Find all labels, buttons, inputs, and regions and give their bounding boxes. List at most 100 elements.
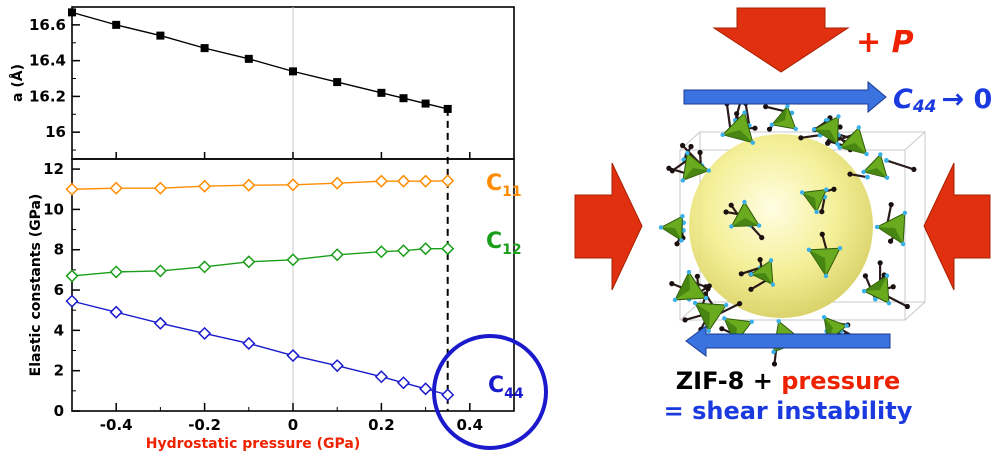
zn-tetrahedron-face (824, 317, 833, 342)
zn-tetrahedron-face (682, 168, 709, 181)
series-point-c44 (65, 294, 79, 308)
nitrogen-atom (672, 297, 678, 303)
nitrogen-atom (685, 150, 690, 156)
nitrogen-atom (824, 187, 829, 192)
bottom-y-tick-label: 6 (54, 281, 64, 299)
nitrogen-atom (884, 273, 890, 278)
nitrogen-atom (742, 110, 747, 115)
lattice-point (377, 88, 386, 97)
bottom-x-tick-label: -0.4 (100, 416, 133, 434)
carbon-atom (697, 149, 703, 156)
zn-tetrahedron-face (722, 130, 753, 143)
nitrogen-atom (770, 282, 776, 287)
pressure-arrow-top (712, 7, 850, 73)
carbon-atom (798, 135, 804, 141)
nitrogen-atom (844, 323, 850, 328)
nitrogen-atom (861, 169, 866, 175)
linker-bond (886, 159, 915, 171)
pore-sphere (689, 134, 873, 318)
series-point-c12 (65, 269, 79, 283)
nitrogen-atom (811, 127, 817, 132)
linker-bond (800, 134, 821, 139)
nitrogen-atom (771, 349, 776, 355)
series-point-c12 (374, 245, 388, 259)
linker-bond (821, 233, 828, 251)
nitrogen-atom (900, 241, 906, 247)
series-point-c44 (419, 382, 433, 396)
series-point-c11 (330, 176, 344, 190)
nitrogen-atom (883, 158, 889, 163)
lattice-point (200, 44, 209, 53)
series-point-c11 (198, 179, 212, 193)
series-point-c11 (419, 174, 433, 188)
pressure-arrow-right (923, 162, 991, 291)
series-point-c12 (242, 255, 256, 269)
nitrogen-atom (814, 209, 819, 215)
series-point-c11 (109, 181, 123, 195)
lattice-point (421, 99, 430, 108)
nitrogen-atom (799, 190, 805, 195)
zn-tetrahedron-face (731, 218, 760, 227)
series-line-c12 (71, 248, 448, 277)
elastic-constant-series (65, 174, 455, 402)
bottom-x-tick-label: 0.2 (368, 416, 395, 434)
carbon-atom (679, 142, 686, 149)
series-point-c11 (374, 174, 388, 188)
carbon-atom (766, 126, 773, 132)
carbon-atom (911, 166, 917, 172)
series-point-c11 (153, 181, 167, 195)
nitrogen-atom (756, 223, 762, 228)
carbon-atom (825, 140, 831, 146)
series-point-c44 (330, 359, 344, 373)
bottom-y-tick-label: 12 (43, 160, 64, 178)
bottom-y-tick-label: 4 (54, 321, 64, 339)
nitrogen-atom (722, 316, 727, 321)
zn-tetrahedron-face (802, 192, 817, 212)
nitrogen-atom (806, 247, 812, 253)
bottom-y-tick-label: 10 (43, 200, 64, 218)
carbon-atom (862, 273, 869, 279)
nitrogen-atom (769, 122, 775, 128)
zn-tetrahedron-face (877, 226, 904, 245)
series-label-c12: C12 (486, 229, 522, 258)
carbon-atom (748, 286, 754, 292)
shear-label: C44 → 0 (893, 84, 992, 117)
nitrogen-atom (658, 225, 664, 230)
carbon-atom (723, 209, 729, 215)
series-point-c44 (374, 370, 388, 384)
nitrogen-atom (703, 295, 709, 301)
series-labels: C11 C12 C44 (486, 171, 524, 402)
series-point-c44 (153, 316, 167, 330)
series-point-c12 (441, 242, 455, 256)
nitrogen-atom (706, 328, 711, 334)
top-axis-ticks: 16.6 16.4 16.2 16 (29, 16, 471, 159)
bottom-y-axis-label: Elastic constants (GPa) (28, 194, 44, 377)
carbon-atom (669, 168, 675, 174)
carbon-atom (888, 201, 894, 208)
nitrogen-atom (749, 319, 754, 325)
series-point-c11 (441, 174, 455, 188)
linker-bond (725, 103, 732, 131)
nitrogen-atom (748, 271, 754, 277)
nitrogen-atom (835, 141, 840, 147)
nitrogen-atom (776, 318, 781, 324)
lattice-point (156, 31, 165, 40)
nitrogen-atom (692, 300, 698, 306)
pressure-arrow-left (574, 162, 643, 291)
series-line-c11 (71, 180, 448, 190)
carbon-atom (831, 186, 837, 192)
zn-tetrahedron (730, 201, 760, 227)
caption-line-1: ZIF-8 + pressure (676, 367, 901, 395)
lattice-point (333, 78, 342, 87)
carbon-atom (694, 273, 700, 279)
series-point-c11 (242, 178, 256, 192)
carbon-atom (904, 303, 910, 310)
series-point-c12 (198, 260, 212, 274)
zn-tetrahedron-face (863, 168, 888, 178)
nitrogen-atom (902, 210, 908, 216)
top-y-tick-label: 16 (45, 123, 66, 141)
carbon-atom (837, 124, 843, 130)
nitrogen-atom (874, 224, 880, 230)
